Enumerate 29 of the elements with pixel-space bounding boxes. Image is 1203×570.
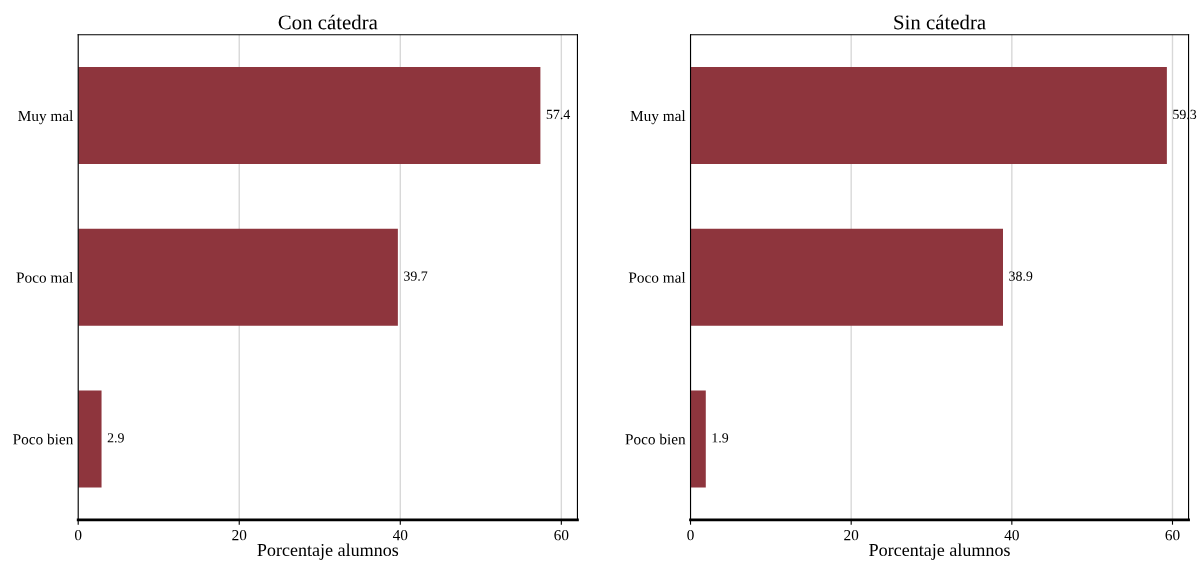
y-tick-label: Muy mal: [18, 110, 74, 125]
bar: [690, 228, 1003, 326]
x-tick-label: 20: [232, 530, 247, 541]
x-tick-label: 60: [554, 530, 569, 541]
data-label: 38.9: [1009, 271, 1033, 281]
bar: [690, 390, 706, 488]
x-tick-label: 40: [1004, 530, 1019, 541]
chart-title: Sin cátedra: [894, 14, 986, 30]
x-tick-label: 0: [74, 530, 82, 541]
y-tick-label: Poco mal: [628, 272, 686, 283]
bar: [78, 390, 102, 488]
data-label: 39.7: [404, 271, 428, 281]
x-axis-title: Porcentaje alumnos: [869, 543, 1010, 560]
data-label: 57.4: [546, 109, 571, 120]
y-tick-label: Poco mal: [16, 272, 74, 283]
bar: [78, 67, 541, 165]
data-label: 1.9: [712, 433, 729, 443]
x-tick-label: 20: [844, 530, 859, 541]
y-tick-label: Muy mal: [630, 110, 686, 125]
bar: [78, 228, 398, 326]
chart-title: Con cátedra: [278, 14, 378, 30]
x-tick-label: 60: [1165, 530, 1180, 541]
bar: [690, 67, 1167, 165]
data-label: 2.9: [107, 433, 124, 443]
x-tick-label: 40: [392, 530, 408, 541]
x-tick-label: 0: [687, 530, 694, 541]
y-tick-label: Poco bien: [13, 433, 74, 445]
y-tick-label: Poco bien: [625, 433, 686, 445]
x-axis-title: Porcentaje alumnos: [257, 543, 399, 560]
